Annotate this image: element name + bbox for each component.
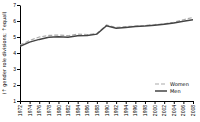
y-axis-line <box>20 6 21 102</box>
x-tick: 2004 <box>171 101 177 116</box>
plot: 1972197419761978198019821984198619881990… <box>13 2 196 116</box>
x-tick: 2008 <box>190 101 196 116</box>
x-tick-label: 1990 <box>104 105 110 116</box>
x-tick-mark <box>78 101 79 104</box>
x-tick-mark <box>58 101 59 104</box>
x-tick-label: 2006 <box>180 105 186 116</box>
x-tick-mark <box>135 101 136 104</box>
y-tick: 7 <box>13 2 20 8</box>
y-tick: 5 <box>13 34 20 40</box>
x-tick: 1988 <box>94 101 100 116</box>
x-tick-label: 2004 <box>171 105 177 116</box>
legend-swatch <box>155 83 167 84</box>
y-tick: 3 <box>13 66 20 72</box>
x-tick-label: 1982 <box>65 105 71 116</box>
x-tick: 2000 <box>152 101 158 116</box>
y-tick-mark <box>17 69 20 70</box>
y-axis-title: (↑ gender role divisions; ↑equal) <box>1 11 8 94</box>
y-tick-mark <box>17 5 20 6</box>
series-line <box>20 20 193 47</box>
x-tick: 1992 <box>113 101 119 116</box>
x-tick-label: 1976 <box>36 105 42 116</box>
y-tick: 6 <box>13 18 20 24</box>
lines <box>20 17 193 46</box>
legend-swatch <box>155 90 167 92</box>
x-tick: 1994 <box>123 101 129 116</box>
x-tick-label: 1974 <box>27 105 33 116</box>
x-tick-label: 1978 <box>46 105 52 116</box>
y-tick-label: 2 <box>13 82 16 88</box>
x-tick-mark <box>68 101 69 104</box>
x-tick-label: 2002 <box>161 105 167 116</box>
x-tick-label: 1980 <box>56 105 62 116</box>
x-tick-mark <box>155 101 156 104</box>
chart: 1972197419761978198019821984198619881990… <box>0 0 200 122</box>
x-tick-mark <box>164 101 165 104</box>
x-tick-mark <box>49 101 50 104</box>
x-tick-label: 1998 <box>142 105 148 116</box>
y-tick-label: 3 <box>13 66 16 72</box>
x-tick: 1998 <box>142 101 148 116</box>
x-tick-label: 2000 <box>152 105 158 116</box>
legend-label: Men <box>170 88 181 94</box>
x-tick-label: 1984 <box>75 105 81 116</box>
x-tick-mark <box>193 101 194 104</box>
x-tick: 1986 <box>84 101 90 116</box>
x-tick: 1976 <box>36 101 42 116</box>
y-tick-mark <box>17 53 20 54</box>
legend-item: Women <box>155 81 189 87</box>
y-tick-mark <box>17 21 20 22</box>
x-tick-label: 1988 <box>94 105 100 116</box>
y-tick-label: 1 <box>13 98 16 104</box>
y-tick-mark <box>17 37 20 38</box>
x-tick-label: 2008 <box>190 105 196 116</box>
legend-item: Men <box>155 88 181 94</box>
legend: WomenMen <box>155 81 189 94</box>
y-tick: 1 <box>13 98 20 104</box>
x-tick-mark <box>97 101 98 104</box>
x-tick: 1982 <box>65 101 71 116</box>
x-tick-label: 1986 <box>84 105 90 116</box>
y-tick-mark <box>17 85 20 86</box>
x-tick-label: 1996 <box>132 105 138 116</box>
x-tick: 1980 <box>56 101 62 116</box>
x-tick: 1978 <box>46 101 52 116</box>
y-tick-label: 4 <box>13 50 16 56</box>
y-axis: 1 2 3 4 5 6 7 <box>13 2 20 104</box>
x-tick-mark <box>30 101 31 104</box>
x-tick-mark <box>39 101 40 104</box>
y-tick-label: 5 <box>13 34 16 40</box>
x-tick: 1990 <box>104 101 110 116</box>
x-tick-label: 1972 <box>17 105 23 116</box>
legend-label: Women <box>170 81 189 87</box>
x-tick: 1974 <box>27 101 33 116</box>
y-tick: 4 <box>13 50 20 56</box>
y-tick-label: 6 <box>13 18 16 24</box>
y-tick-label: 7 <box>13 2 16 8</box>
x-tick-mark <box>145 101 146 104</box>
x-tick-mark <box>174 101 175 104</box>
series-line <box>20 17 193 45</box>
x-tick-mark <box>107 101 108 104</box>
x-tick-mark <box>87 101 88 104</box>
x-tick: 1972 <box>17 101 23 116</box>
x-tick-mark <box>116 101 117 104</box>
x-tick: 2002 <box>161 101 167 116</box>
x-tick-mark <box>126 101 127 104</box>
x-tick: 1984 <box>75 101 81 116</box>
x-tick: 1996 <box>132 101 138 116</box>
y-tick: 2 <box>13 82 20 88</box>
y-tick-mark <box>17 101 20 102</box>
x-tick-label: 1992 <box>113 105 119 116</box>
x-tick-label: 1994 <box>123 105 129 116</box>
x-tick-mark <box>183 101 184 104</box>
x-tick: 2006 <box>180 101 186 116</box>
x-axis: 1972197419761978198019821984198619881990… <box>17 101 196 116</box>
